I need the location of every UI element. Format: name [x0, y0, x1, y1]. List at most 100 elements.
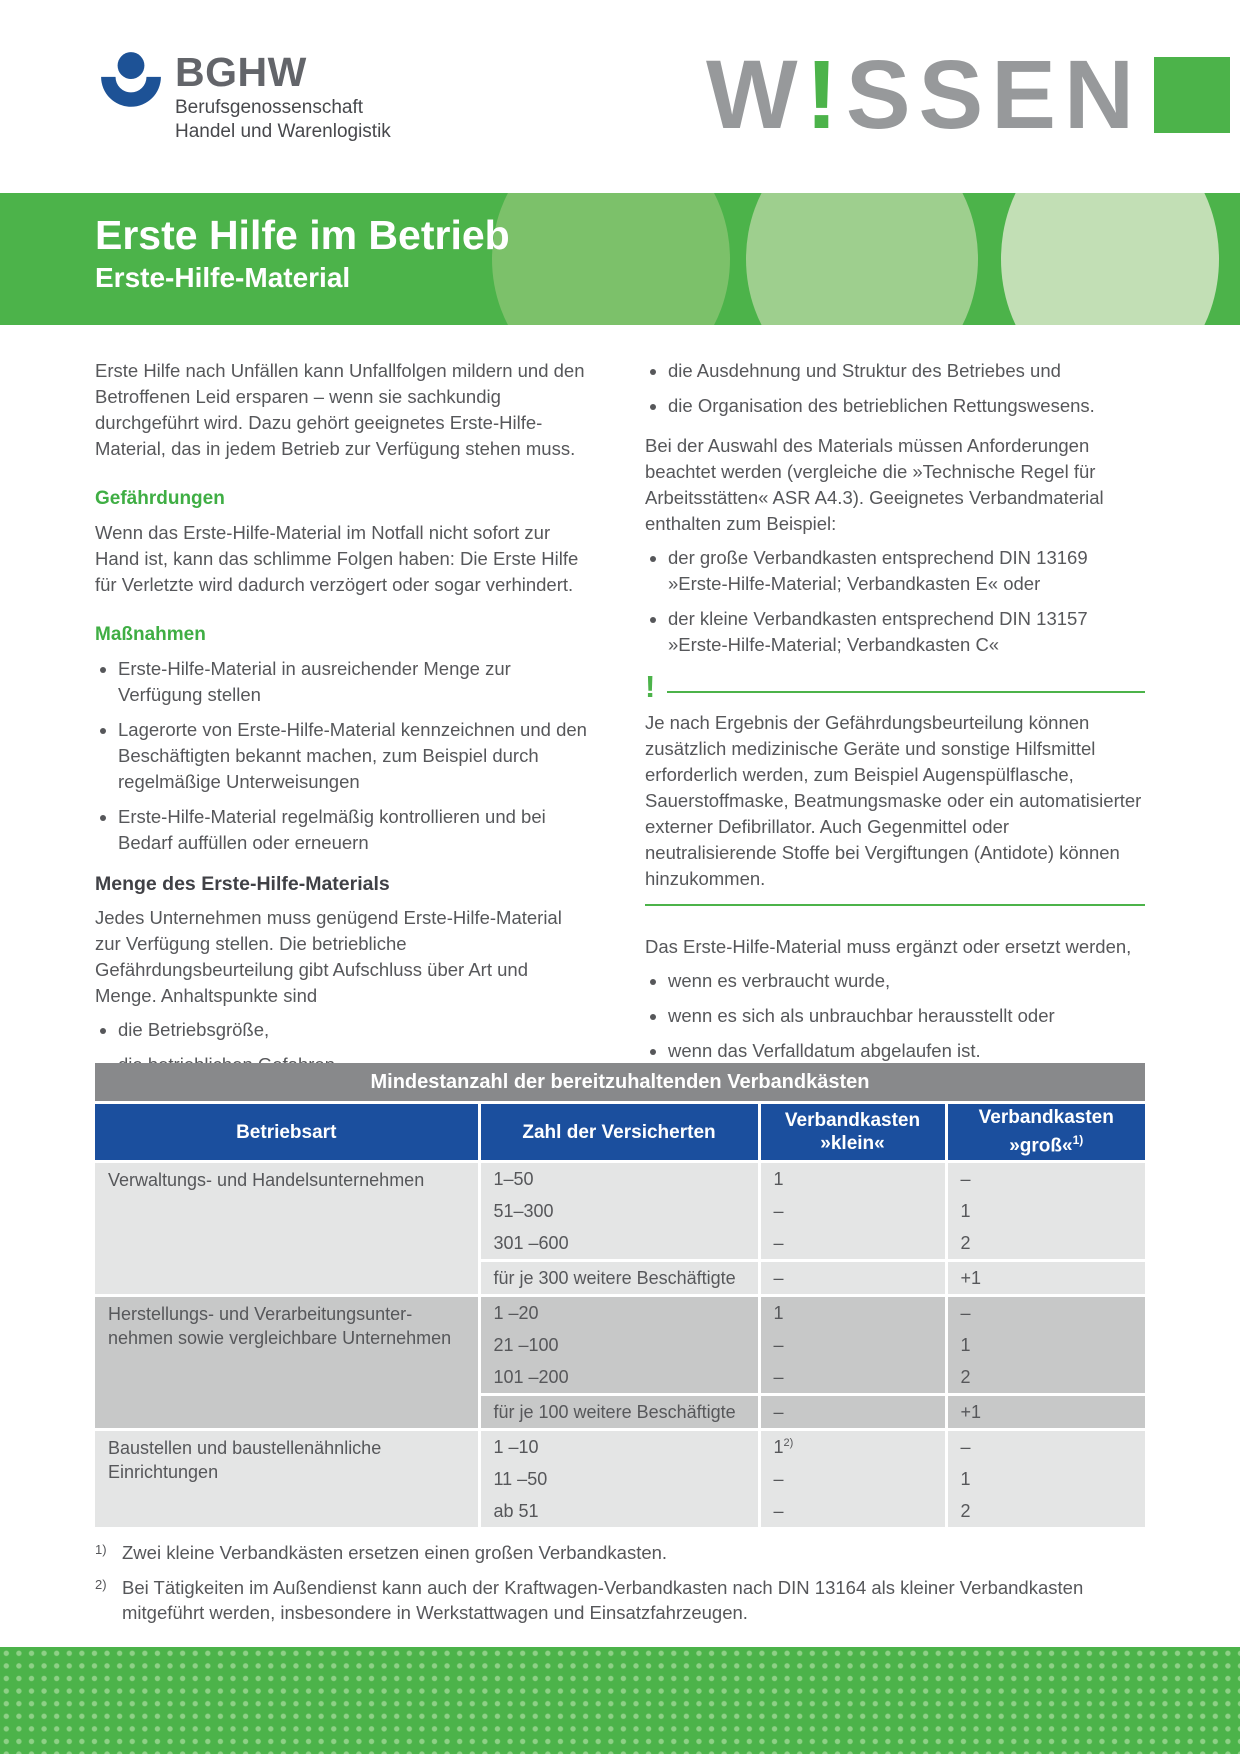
footer-dotted-band [0, 1647, 1240, 1754]
list-item: der kleine Verbandkasten entsprechend DI… [668, 606, 1145, 658]
cell-betriebsart: Herstellungs- und Verarbeitungsunter­neh… [95, 1294, 479, 1430]
gefaehrdungen-paragraph: Wenn das Erste-Hilfe-Material im Notfall… [95, 522, 579, 595]
cell-betriebsart: Verwaltungs- und Handelsunternehmen [95, 1160, 479, 1296]
cell-gross: 2 [944, 1495, 1145, 1527]
bghw-acronym: BGHW [175, 49, 307, 95]
cell-klein: – [757, 1463, 946, 1495]
cell-range: 1 –20 [477, 1294, 759, 1329]
heading-gefaehrdungen: Gefährdungen [95, 488, 225, 509]
bghw-logo: BGHW Berufsgenossenschaft Handel und War… [98, 48, 391, 144]
table-row: 11 –50 – 1 [95, 1463, 1145, 1495]
table-row: 51–300 – 1 [95, 1195, 1145, 1227]
cell-klein: – [757, 1195, 946, 1227]
cell-range: für je 300 weitere Beschäftigte [477, 1259, 759, 1296]
wissen-green-square-icon [1154, 57, 1230, 133]
cell-gross: – [944, 1160, 1145, 1195]
heading-massnahmen: Maßnahmen [95, 624, 206, 645]
table-row: für je 300 weitere Beschäftigte – +1 [95, 1259, 1145, 1296]
banner-text: Erste Hilfe im Betrieb Erste-Hilfe-Mater… [95, 211, 510, 295]
table-row: Verwaltungs- und Handelsunternehmen 1–50… [95, 1160, 1145, 1296]
cell-range: 301 –600 [477, 1227, 759, 1261]
bghw-logo-text: BGHW Berufsgenossenschaft Handel und War… [175, 48, 391, 144]
col-header-betriebsart: Betriebsart [95, 1104, 479, 1163]
table-row: für je 100 weitere Beschäftigte – +1 [95, 1393, 1145, 1430]
cell-range: für je 100 weitere Beschäftigte [477, 1393, 759, 1430]
cell-range: 1 –10 [477, 1428, 759, 1463]
list-item: die Betriebsgröße, [118, 1017, 587, 1043]
cell-gross: 2 [944, 1227, 1145, 1261]
list-item: wenn das Verfalldatum abgelaufen ist. [668, 1038, 1145, 1064]
cell-klein-sup: 2) [783, 1436, 794, 1449]
cell-gross: – [944, 1428, 1145, 1463]
cell-klein: – [757, 1259, 946, 1296]
list-item: der große Verbandkasten entsprechend DIN… [668, 545, 1145, 597]
banner-ellipse-2 [746, 193, 978, 325]
bghw-mark-icon [101, 52, 161, 107]
table-header-row: Betriebsart Zahl der Versicherten Verban… [95, 1104, 1145, 1163]
footnote-marker: 2) [95, 1577, 107, 1592]
callout-text: Je nach Ergebnis der Gefährdungsbeurteil… [645, 712, 1142, 889]
col-header-gross-footnote-marker: 1) [1072, 1133, 1084, 1148]
footnotes: 1) Zwei kleine Verbandkästen ersetzen ei… [95, 1540, 1145, 1635]
banner-ellipse-1 [492, 193, 730, 325]
table-row: ab 51 – 2 [95, 1495, 1145, 1527]
footnote-1: 1) Zwei kleine Verbandkästen ersetzen ei… [95, 1540, 1145, 1565]
list-item: Erste-Hilfe-Material regelmäßig kontroll… [118, 804, 587, 856]
cell-range: 1–50 [477, 1160, 759, 1195]
heading-menge: Menge des Erste-Hilfe-Materials [95, 873, 390, 895]
table-title: Mindestanzahl der bereitzuhaltenden Verb… [95, 1063, 1145, 1101]
footnote-text: Bei Tätigkeiten im Außendienst kann auch… [122, 1577, 1084, 1623]
cell-betriebsart: Baustellen und baustellenähnliche Einric… [95, 1428, 479, 1527]
callout-rule-line [667, 691, 1145, 693]
banner-ellipse-3 [1001, 193, 1219, 325]
cell-klein: 1 [757, 1294, 946, 1329]
wissen-exclamation-icon: ! [805, 40, 846, 149]
cell-klein-value: 1 [773, 1436, 784, 1457]
content-columns: Erste Hilfe nach Unfällen kann Unfallfol… [95, 358, 1145, 1078]
list-item: wenn es sich als unbrauchbar herausstell… [668, 1003, 1145, 1029]
table-row: Herstellungs- und Verarbeitungsunter­neh… [95, 1294, 1145, 1430]
table-row: 101 –200 – 2 [95, 1361, 1145, 1395]
cell-klein: – [757, 1329, 946, 1361]
cell-klein: 12) [757, 1428, 946, 1463]
bghw-subtitle-line1: Berufsgenossenschaft [175, 97, 364, 118]
ergaenzen-list: wenn es verbraucht wurde, wenn es sich a… [645, 968, 1145, 1064]
callout-bottom-rule [645, 904, 1145, 906]
col-header-versicherte: Zahl der Versicherten [477, 1104, 759, 1163]
cell-gross: – [944, 1294, 1145, 1329]
wissen-logotype: W!SSEN [706, 46, 1230, 143]
col-header-gross-line1: Verbandkasten [978, 1107, 1114, 1129]
right-column: die Ausdehnung und Struktur des Betriebe… [645, 358, 1145, 1064]
cell-gross: 1 [944, 1195, 1145, 1227]
cell-gross: +1 [944, 1259, 1145, 1296]
anhaltspunkte-list-right: die Ausdehnung und Struktur des Betriebe… [645, 358, 1145, 419]
cell-klein: – [757, 1495, 946, 1527]
cell-gross: +1 [944, 1393, 1145, 1430]
footnote-2: 2) Bei Tätigkeiten im Außendienst kann a… [95, 1575, 1145, 1625]
page-subtitle: Erste-Hilfe-Material [95, 262, 351, 293]
col-header-klein: Verbandkasten »klein« [757, 1104, 946, 1163]
cell-range: 51–300 [477, 1195, 759, 1227]
cell-gross: 1 [944, 1463, 1145, 1495]
footnote-text: Zwei kleine Verbandkästen ersetzen einen… [122, 1542, 668, 1563]
cell-gross: 2 [944, 1361, 1145, 1395]
callout-exclamation-icon: ! [645, 669, 656, 704]
col-header-klein-line2: »klein« [820, 1133, 885, 1154]
document-header: BGHW Berufsgenossenschaft Handel und War… [0, 0, 1240, 193]
title-banner: Erste Hilfe im Betrieb Erste-Hilfe-Mater… [0, 193, 1240, 325]
cell-klein: 1 [757, 1160, 946, 1195]
footnote-marker: 1) [95, 1542, 107, 1557]
wissen-letters-ssen: SSEN [845, 40, 1142, 149]
left-column: Erste Hilfe nach Unfällen kann Unfallfol… [95, 358, 587, 1078]
cell-range: ab 51 [477, 1495, 759, 1527]
cell-range: 101 –200 [477, 1361, 759, 1395]
list-item: die Organisation des betrieblichen Rettu… [668, 393, 1145, 419]
col-header-gross: Verbandkasten »groß«1) [944, 1104, 1145, 1163]
callout-marker-row: ! [645, 669, 1145, 704]
col-header-gross-line2: »groß« [1009, 1135, 1073, 1157]
cell-range: 21 –100 [477, 1329, 759, 1361]
intro-paragraph: Erste Hilfe nach Unfällen kann Unfallfol… [95, 360, 585, 459]
auswahl-paragraph: Bei der Auswahl des Materials müssen Anf… [645, 435, 1104, 534]
list-item: die Ausdehnung und Struktur des Betriebe… [668, 358, 1145, 384]
verbandkasten-list: der große Verbandkasten entsprechend DIN… [645, 545, 1145, 658]
